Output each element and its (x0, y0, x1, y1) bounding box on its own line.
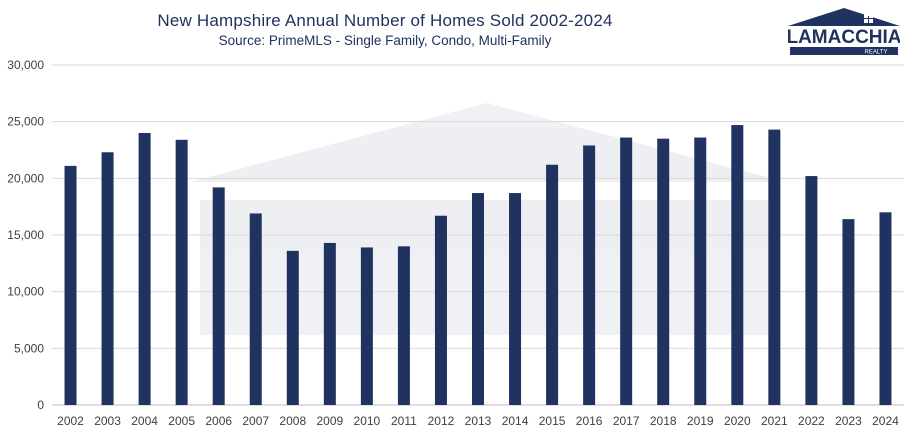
chart-title-block: New Hampshire Annual Number of Homes Sol… (0, 10, 770, 50)
x-tick-label: 2021 (761, 414, 788, 428)
x-tick-label: 2002 (57, 414, 84, 428)
bar-2015 (546, 164, 559, 405)
x-tick-label: 2022 (798, 414, 825, 428)
x-tick-label: 2004 (131, 414, 158, 428)
bar-2006 (212, 187, 225, 405)
bar-2005 (175, 139, 188, 406)
x-tick-label: 2019 (687, 414, 714, 428)
x-tick-label: 2005 (168, 414, 195, 428)
y-tick-label: 15,000 (7, 228, 44, 242)
x-tick-label: 2007 (242, 414, 269, 428)
bar-2020 (731, 125, 744, 406)
bar-2003 (101, 152, 114, 405)
bar-2014 (509, 193, 522, 405)
bar-2012 (434, 215, 447, 405)
x-tick-label: 2015 (539, 414, 566, 428)
x-tick-label: 2006 (205, 414, 232, 428)
bar-2018 (657, 138, 670, 405)
x-tick-label: 2014 (502, 414, 529, 428)
x-tick-label: 2010 (354, 414, 381, 428)
y-tick-label: 5,000 (14, 341, 44, 355)
bar-2007 (249, 213, 262, 405)
x-tick-label: 2018 (650, 414, 677, 428)
x-tick-label: 2012 (428, 414, 455, 428)
bar-2008 (286, 250, 299, 405)
x-tick-label: 2008 (279, 414, 306, 428)
x-tick-label: 2016 (576, 414, 603, 428)
logo-tagline: REALTY (865, 50, 888, 56)
x-tick-label: 2009 (316, 414, 343, 428)
x-tick-label: 2023 (835, 414, 862, 428)
bar-2024 (879, 212, 892, 405)
bar-2009 (323, 242, 336, 405)
x-tick-label: 2003 (94, 414, 121, 428)
company-logo: LAMACCHIA REALTY (788, 8, 900, 56)
y-tick-label: 30,000 (7, 58, 44, 72)
bar-2021 (768, 129, 781, 405)
bar-2016 (583, 145, 596, 405)
x-tick-label: 2013 (465, 414, 492, 428)
bar-2023 (842, 219, 855, 405)
y-tick-label: 10,000 (7, 285, 44, 299)
bar-2002 (64, 165, 77, 405)
logo-wordmark: LAMACCHIA (788, 27, 900, 48)
x-tick-label: 2011 (391, 414, 417, 428)
bar-2010 (360, 247, 373, 405)
x-tick-label: 2020 (724, 414, 751, 428)
x-tick-label: 2024 (872, 414, 899, 428)
bar-2013 (472, 193, 484, 405)
bar-2017 (620, 137, 633, 406)
bar-2019 (694, 137, 707, 406)
y-tick-label: 25,000 (7, 115, 44, 129)
bar-2011 (397, 246, 410, 405)
bar-2022 (805, 176, 818, 405)
y-tick-label: 20,000 (7, 171, 44, 185)
x-tick-label: 2017 (613, 414, 640, 428)
chart-title: New Hampshire Annual Number of Homes Sol… (157, 11, 613, 30)
y-tick-label: 0 (37, 398, 44, 412)
bar-2004 (138, 133, 151, 405)
chart-subtitle: Source: PrimeMLS - Single Family, Condo,… (218, 33, 552, 48)
